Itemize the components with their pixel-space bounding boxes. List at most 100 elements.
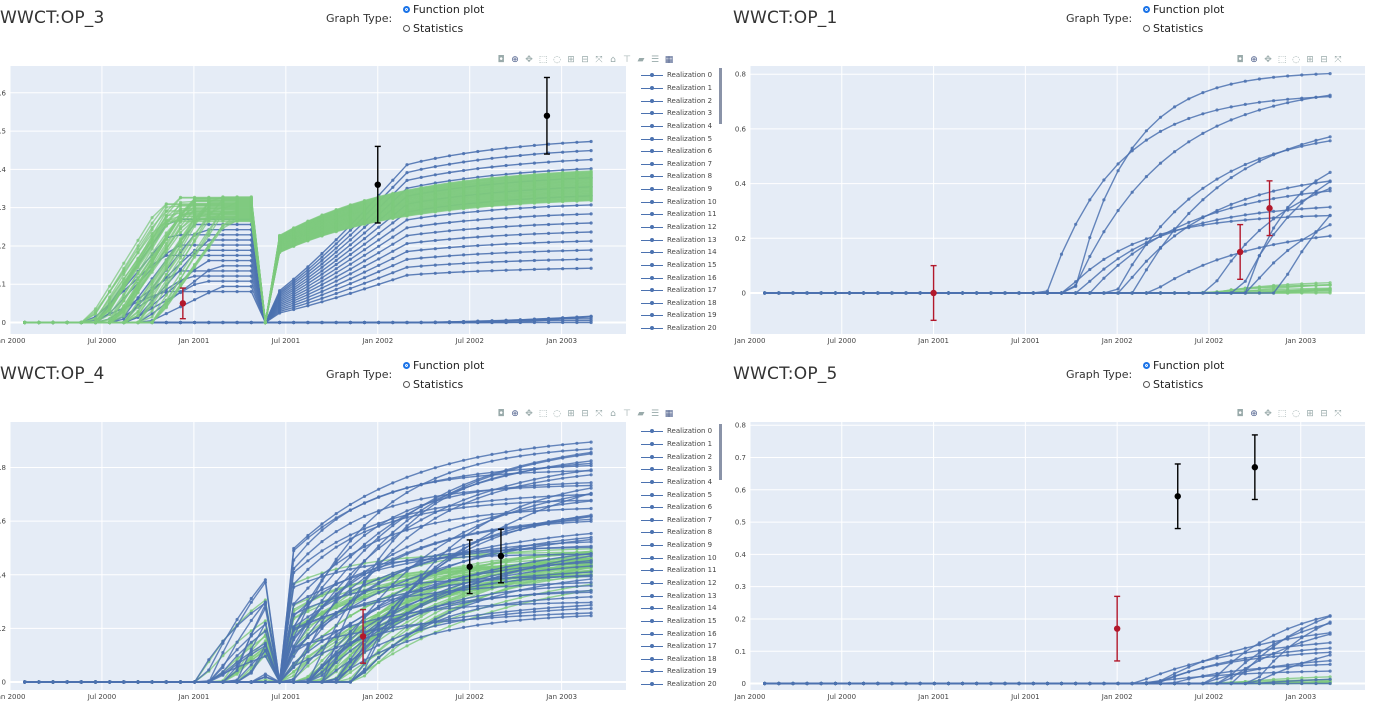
history-series-point — [150, 233, 154, 238]
radio-function-plot[interactable]: Function plot — [403, 3, 484, 16]
simulated-series-point — [476, 175, 480, 179]
simulated-series-point — [1257, 291, 1261, 295]
pan-icon[interactable]: ✥ — [1264, 409, 1272, 419]
lasso-icon[interactable]: ◌ — [553, 55, 561, 65]
simulated-series-point — [1158, 246, 1163, 250]
zoom-in-icon[interactable]: ⊞ — [1306, 55, 1314, 65]
lasso-icon[interactable]: ◌ — [553, 409, 561, 419]
zoom-in-icon[interactable]: ⊞ — [567, 409, 575, 419]
simulated-series-point — [292, 297, 296, 301]
pan-icon[interactable]: ✥ — [525, 55, 533, 65]
pan-icon[interactable]: ✥ — [1264, 55, 1272, 65]
plotly-logo-icon[interactable]: ▦ — [664, 55, 674, 65]
simulated-series-point — [1286, 101, 1290, 105]
simulated-series-point — [433, 320, 437, 325]
simulated-series-point — [476, 320, 480, 325]
autoscale-icon[interactable]: ⤧ — [1334, 55, 1342, 65]
simulated-series-point — [221, 248, 225, 252]
simulated-series-point — [561, 258, 565, 262]
zoom-icon[interactable]: ⊕ — [511, 409, 519, 419]
simulated-series-point — [1243, 213, 1247, 217]
box-select-icon[interactable]: ⬚ — [538, 409, 548, 419]
radio-function-plot[interactable]: Function plot — [1143, 359, 1224, 372]
history-series-point — [405, 644, 409, 648]
panel-op4: WWCT:OP_4 Graph Type: Function plot Stat… — [0, 356, 688, 711]
zoom-in-icon[interactable]: ⊞ — [1306, 409, 1314, 419]
radio-statistics[interactable]: Statistics — [403, 22, 463, 35]
box-select-icon[interactable]: ⬚ — [1277, 409, 1287, 419]
simulated-series-point — [164, 320, 168, 325]
zoom-icon[interactable]: ⊕ — [511, 55, 519, 65]
zoom-out-icon[interactable]: ⊟ — [581, 55, 589, 65]
zoom-in-icon[interactable]: ⊞ — [567, 55, 575, 65]
plot-op1[interactable]: Jan 2000 Jul 2000 Jan 2001 Jul 2001 Jan 2002… — [688, 0, 1377, 355]
zoom-out-icon[interactable]: ⊟ — [1320, 55, 1328, 65]
camera-icon[interactable]: ◘ — [1236, 409, 1244, 419]
simulated-series-point — [348, 282, 352, 286]
home-icon[interactable]: ⌂ — [610, 409, 616, 419]
simulated-series-point — [1187, 197, 1191, 201]
simulated-series-point — [320, 265, 324, 269]
simulated-series-point — [334, 279, 338, 283]
history-series-point — [178, 271, 183, 276]
plotly-logo-icon[interactable]: ▦ — [664, 409, 674, 419]
simulated-series-point — [504, 172, 508, 176]
simulated-series-point — [306, 301, 310, 305]
hover-closest-icon[interactable]: ▰ — [637, 409, 645, 419]
history-series-point — [178, 244, 183, 248]
history-series-point — [178, 200, 183, 204]
simulated-series-point — [918, 291, 922, 295]
simulated-series-point — [532, 214, 537, 218]
simulated-series-point — [362, 264, 367, 269]
simulated-series-point — [447, 237, 452, 241]
radio-function-plot[interactable]: Function plot — [1143, 3, 1224, 16]
simulated-series-point — [405, 320, 409, 325]
simulated-series-point — [391, 242, 395, 246]
radio-statistics[interactable]: Statistics — [403, 378, 463, 391]
zoom-icon[interactable]: ⊕ — [1250, 409, 1258, 419]
simulated-series-point — [419, 216, 423, 220]
simulated-series-point — [1201, 263, 1205, 267]
pan-icon[interactable]: ✥ — [525, 409, 533, 419]
simulated-series-point — [306, 290, 310, 294]
box-select-icon[interactable]: ⬚ — [538, 55, 548, 65]
modebar: ◘ ⊕ ✥ ⬚ ◌ ⊞ ⊟ ⤧ — [1235, 409, 1343, 419]
zoom-out-icon[interactable]: ⊟ — [581, 409, 589, 419]
spike-icon[interactable]: ⊤ — [623, 409, 631, 419]
box-select-icon[interactable]: ⬚ — [1277, 55, 1287, 65]
radio-statistics[interactable]: Statistics — [1143, 378, 1203, 391]
hover-compare-icon[interactable]: ☰ — [650, 409, 660, 419]
simulated-series-point — [334, 291, 338, 296]
radio-statistics[interactable]: Statistics — [1143, 22, 1203, 35]
simulated-series-point — [1243, 197, 1247, 201]
simulated-series-point — [447, 212, 452, 216]
simulated-series-point — [391, 249, 395, 253]
radio-function-plot[interactable]: Function plot — [403, 359, 484, 372]
autoscale-icon[interactable]: ⤧ — [595, 409, 603, 419]
simulated-series-point — [193, 298, 197, 302]
camera-icon[interactable]: ◘ — [497, 409, 505, 419]
simulated-series-point — [221, 269, 225, 273]
lasso-icon[interactable]: ◌ — [1292, 55, 1300, 65]
autoscale-icon[interactable]: ⤧ — [595, 55, 603, 65]
y-tick-label: 0.1 — [0, 281, 6, 289]
camera-icon[interactable]: ◘ — [497, 55, 505, 65]
simulated-series-point — [518, 268, 522, 272]
zoom-out-icon[interactable]: ⊟ — [1320, 409, 1328, 419]
simulated-series-point — [532, 223, 537, 227]
history-series-point — [518, 596, 522, 600]
simulated-series-point — [207, 291, 211, 295]
y-tick-label: 0.2 — [735, 235, 746, 243]
home-icon[interactable]: ⌂ — [610, 55, 616, 65]
autoscale-icon[interactable]: ⤧ — [1334, 409, 1342, 419]
camera-icon[interactable]: ◘ — [1236, 55, 1244, 65]
hover-closest-icon[interactable]: ▰ — [637, 55, 645, 65]
simulated-series-point — [476, 235, 480, 239]
simulated-series-point — [847, 291, 852, 295]
spike-icon[interactable]: ⊤ — [623, 55, 631, 65]
hover-compare-icon[interactable]: ☰ — [650, 55, 660, 65]
lasso-icon[interactable]: ◌ — [1292, 409, 1300, 419]
zoom-icon[interactable]: ⊕ — [1250, 55, 1258, 65]
